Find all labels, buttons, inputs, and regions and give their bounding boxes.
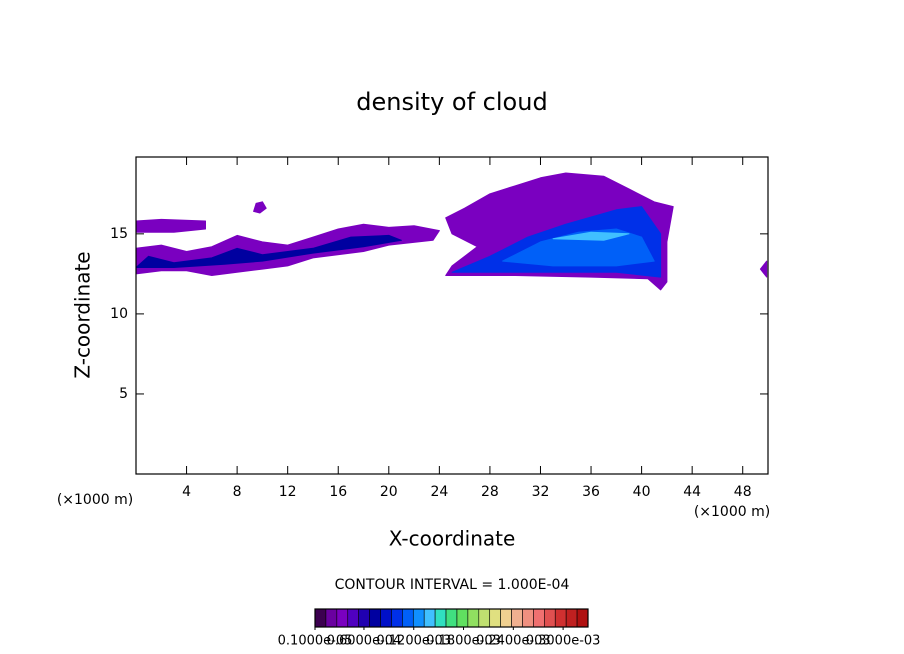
x-tick-label: 28 <box>481 484 499 500</box>
colorbar-stripe <box>412 608 425 628</box>
colorbar-stripe <box>522 608 534 628</box>
y-unit-label: (×1000 m) <box>57 492 133 508</box>
colorbar-tick-label: 0.1000e-05 <box>278 634 353 649</box>
plot-frame <box>135 156 769 475</box>
contour-region <box>552 231 630 241</box>
x-tick-label: 40 <box>633 484 651 500</box>
colorbar-stripe <box>511 608 523 628</box>
colorbar-stripe <box>391 608 403 628</box>
x-tick-label: 8 <box>233 484 242 500</box>
colorbar-tick-label: 0.1200e-03 <box>376 634 451 649</box>
x-tick-label: 36 <box>582 484 600 500</box>
colorbar-tick-label: 0.3000e-03 <box>526 634 601 649</box>
colorbar-stripe <box>456 608 469 628</box>
colorbar-stripe <box>489 608 501 628</box>
colorbar-stripe <box>533 608 545 628</box>
y-tick-label: 5 <box>119 386 128 402</box>
x-tick-label: 24 <box>430 484 448 500</box>
x-tick-label: 48 <box>734 484 752 500</box>
colorbar-stripe <box>544 608 556 628</box>
colorbar-stripe <box>314 608 327 628</box>
colorbar-stripe <box>325 608 338 628</box>
contour-region <box>135 218 206 233</box>
colorbar-tick-label: 0.1800e-03 <box>426 634 501 649</box>
x-tick-label: 16 <box>329 484 347 500</box>
contour-region <box>253 201 267 214</box>
colorbar-stripe <box>423 608 436 628</box>
colorbar-stripe <box>500 608 512 628</box>
contour-region <box>759 260 768 278</box>
x-tick-label: 12 <box>279 484 297 500</box>
colorbar-stripe <box>336 608 349 628</box>
y-tick-label: 10 <box>110 306 128 322</box>
colorbar-stripe <box>478 608 491 628</box>
x-axis-label: X-coordinate <box>389 527 516 551</box>
chart-title: density of cloud <box>356 88 547 116</box>
x-tick-label: 44 <box>683 484 701 500</box>
contour-region <box>135 234 402 268</box>
colorbar-stripe <box>380 608 392 628</box>
colorbar-stripe <box>554 608 567 628</box>
colorbar-stripe <box>347 608 359 628</box>
colorbar-stripe <box>369 608 381 628</box>
y-tick-label: 15 <box>110 226 128 242</box>
x-unit-label: (×1000 m) <box>694 504 770 520</box>
colorbar-stripe <box>358 608 370 628</box>
colorbar-stripe <box>402 608 414 628</box>
x-tick-label: 20 <box>380 484 398 500</box>
contour-interval: CONTOUR INTERVAL = 1.000E-04 <box>335 577 570 593</box>
colorbar-stripe <box>467 608 480 628</box>
colorbar-stripe <box>445 608 458 628</box>
colorbar-frame <box>314 608 589 628</box>
x-tick-label: 4 <box>182 484 191 500</box>
colorbar-tick-label: 0.6000e-04 <box>327 634 402 649</box>
colorbar-tick-label: 0.2400e-03 <box>476 634 551 649</box>
colorbar-stripe <box>565 608 578 628</box>
colorbar-stripe <box>576 608 589 628</box>
y-axis-label: Z-coordinate <box>71 251 95 378</box>
x-tick-label: 32 <box>532 484 550 500</box>
colorbar-stripe <box>434 608 447 628</box>
